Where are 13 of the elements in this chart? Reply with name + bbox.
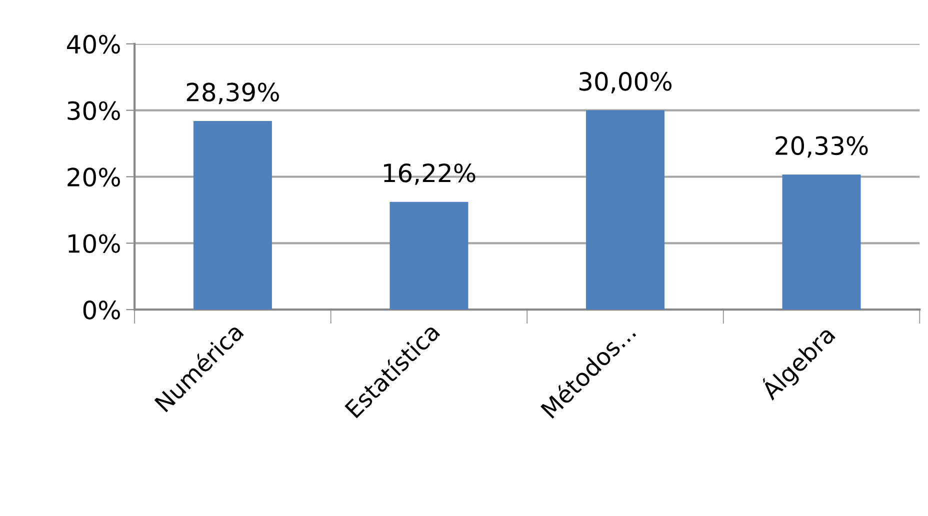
data-label: 16,22%	[384, 163, 476, 185]
y-tick-label: 40%	[67, 34, 120, 54]
bar	[586, 110, 664, 310]
y-tick-label: 30%	[68, 101, 120, 120]
data-label: 28,39%	[186, 82, 279, 104]
bar	[193, 120, 272, 310]
y-tick-label: 0%	[83, 300, 120, 320]
y-tick-label: 20%	[68, 168, 120, 187]
bar	[782, 174, 861, 310]
bar	[390, 202, 468, 310]
data-label: 20,33%	[776, 136, 868, 158]
data-label: 30,00%	[579, 72, 672, 94]
y-tick-label: 10%	[68, 234, 120, 254]
